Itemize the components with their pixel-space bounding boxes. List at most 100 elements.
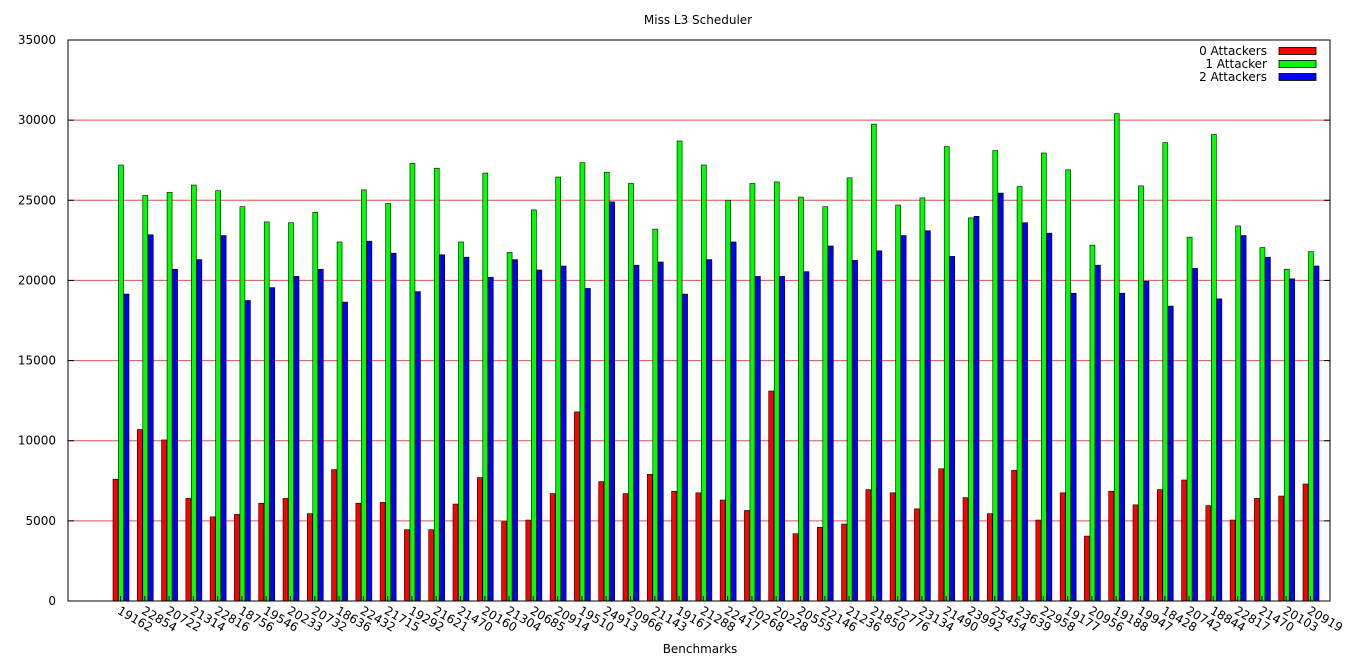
bar-2-attackers <box>1046 232 1053 602</box>
y-tick-label: 0 <box>48 594 56 608</box>
bar-2-attackers <box>317 268 324 602</box>
bar-0-attackers <box>476 477 483 602</box>
bar-2-attackers <box>1070 292 1077 602</box>
bar-1-attacker <box>1016 186 1023 602</box>
bar-1-attacker <box>822 206 829 602</box>
bar-2-attackers <box>1095 264 1101 602</box>
bar-1-attacker <box>798 196 804 602</box>
bar-2-attackers <box>827 245 834 602</box>
bar-2-attackers <box>900 235 907 602</box>
bar-0-attackers <box>234 514 240 602</box>
bar-1-attacker <box>1113 113 1120 602</box>
bar-1-attacker <box>239 206 246 602</box>
bar-1-attacker <box>458 241 464 602</box>
y-tick-label: 35000 <box>18 33 56 47</box>
bar-0-attackers <box>379 502 386 602</box>
bar-1-attacker <box>579 162 586 602</box>
bar-1-attacker <box>336 241 343 602</box>
bar-2-attackers <box>342 301 348 602</box>
bar-1-attacker <box>773 181 780 602</box>
bar-1-attacker <box>506 252 513 602</box>
bar-0-attackers <box>1011 470 1017 602</box>
bar-0-attackers <box>1084 535 1090 602</box>
bar-2-attackers <box>682 293 688 602</box>
bar-2-attackers <box>706 259 713 602</box>
bar-2-attackers <box>269 287 276 602</box>
bar-0-attackers <box>185 498 192 602</box>
bar-2-attackers <box>245 300 251 602</box>
bar-0-attackers <box>646 474 653 602</box>
bar-1-attacker <box>725 199 731 602</box>
bar-1-attacker <box>968 217 974 602</box>
bar-2-attackers <box>536 269 543 602</box>
bar-1-attacker <box>482 172 489 602</box>
bar-2-attackers <box>1022 222 1028 602</box>
bar-0-attackers <box>1302 483 1309 602</box>
bar-0-attackers <box>525 519 532 602</box>
bar-0-attackers <box>1108 490 1115 602</box>
bar-1-attacker <box>603 171 610 602</box>
bar-1-attacker <box>992 150 999 602</box>
bar-0-attackers <box>1059 492 1066 602</box>
bar-0-attackers <box>112 478 119 602</box>
bar-0-attackers <box>1205 505 1212 602</box>
bar-2-attackers <box>560 265 567 602</box>
bar-2-attackers <box>123 293 130 602</box>
bar-0-attackers <box>306 513 313 602</box>
x-axis-label: Benchmarks <box>663 642 738 656</box>
bar-2-attackers <box>147 234 154 602</box>
bar-0-attackers <box>355 502 362 602</box>
y-tick-label: 20000 <box>18 273 56 287</box>
bar-1-attacker <box>555 176 561 602</box>
bar-0-attackers <box>258 502 265 602</box>
y-tick-label: 10000 <box>18 434 56 448</box>
legend-label: 2 Attackers <box>1199 70 1267 84</box>
bar-1-attacker <box>1211 134 1217 602</box>
bar-0-attackers <box>1229 519 1236 602</box>
bar-0-attackers <box>622 493 629 602</box>
bar-1-attacker <box>1259 247 1266 602</box>
y-tick-label: 5000 <box>25 514 56 528</box>
bar-2-attackers <box>512 259 518 602</box>
plot-frame <box>67 39 1331 602</box>
bar-1-attacker <box>263 221 270 602</box>
bar-2-attackers <box>1119 292 1126 602</box>
bar-1-attacker <box>676 140 683 602</box>
bar-1-attacker <box>409 163 416 602</box>
bar-2-attackers <box>730 241 737 602</box>
bar-0-attackers <box>914 508 920 602</box>
bar-2-attackers <box>1265 256 1271 602</box>
bar-1-attacker <box>701 164 707 602</box>
bar-0-attackers <box>161 439 167 602</box>
bar-0-attackers <box>986 513 993 602</box>
bar-1-attacker <box>846 177 853 602</box>
bar-1-attacker <box>166 191 173 602</box>
bar-0-attackers <box>889 492 896 602</box>
bar-0-attackers <box>282 498 289 602</box>
bar-0-attackers <box>1278 495 1285 602</box>
bar-0-attackers <box>574 411 580 602</box>
bar-2-attackers <box>1192 268 1198 602</box>
bar-1-attacker <box>1138 185 1144 602</box>
bar-1-attacker <box>118 164 124 602</box>
bar-0-attackers <box>428 529 435 602</box>
bar-1-attacker <box>749 183 756 602</box>
bar-2-attackers <box>390 252 397 602</box>
legend-swatch <box>1278 60 1317 68</box>
bar-0-attackers <box>452 503 459 602</box>
bar-1-attacker <box>288 222 294 602</box>
bar-2-attackers <box>852 260 858 602</box>
bar-1-attacker <box>871 123 877 602</box>
chart-title: Miss L3 Scheduler <box>644 13 752 27</box>
bar-2-attackers <box>293 276 300 602</box>
bar-2-attackers <box>172 268 178 602</box>
bar-2-attackers <box>973 216 980 602</box>
bar-2-attackers <box>779 276 786 602</box>
bar-2-attackers <box>1313 265 1320 602</box>
bar-2-attackers <box>415 291 421 602</box>
bar-2-attackers <box>220 235 227 602</box>
legend-label: 1 Attacker <box>1205 57 1267 71</box>
bar-1-attacker <box>142 195 149 602</box>
